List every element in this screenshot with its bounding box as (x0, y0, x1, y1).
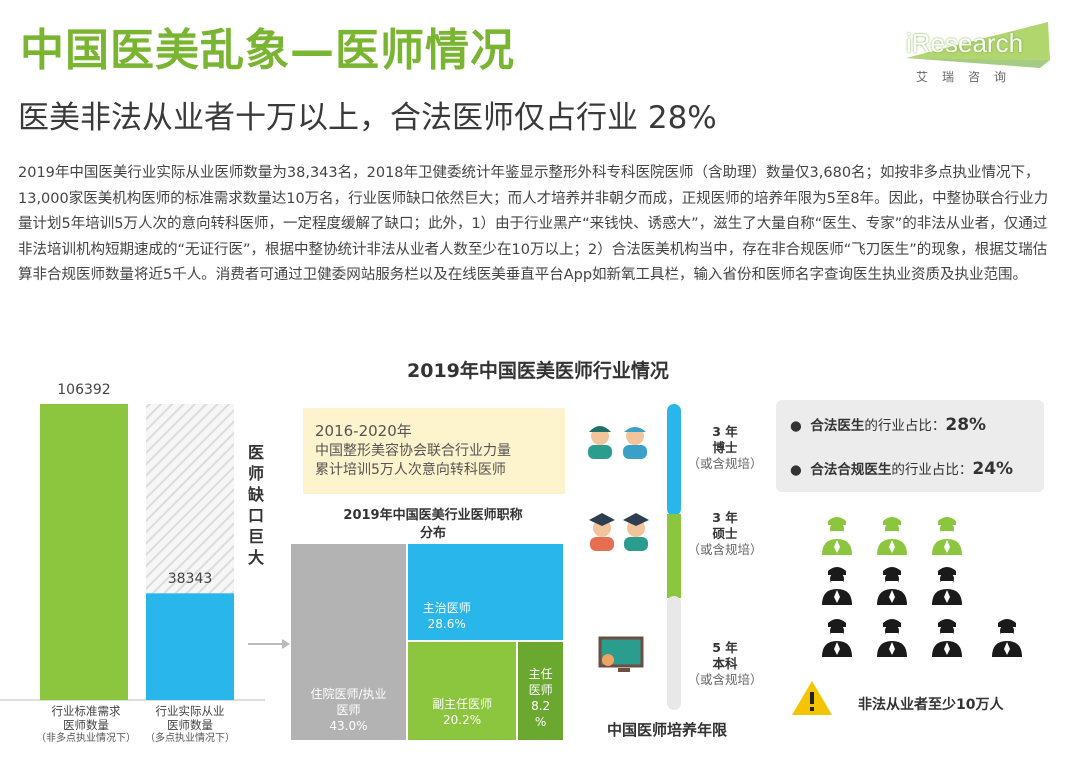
doctor-icon (932, 517, 962, 555)
bar-chart: 106392 38343 行业标准需求医师数量 （非多点执业情况下） 行业实际从… (0, 360, 300, 759)
stage-bachelor-label: 5 年 本科 （或含规培） (680, 640, 770, 688)
page-title: 中国医美乱象—医师情况 (20, 25, 515, 76)
bullet-dot-icon: ● (790, 418, 811, 434)
doctor-pictogram (822, 517, 1022, 657)
doctor-icon (877, 517, 907, 555)
treemap-cell-label: 主治医师 28.6% (422, 601, 471, 631)
stat-suffix: 的行业占比： (864, 418, 946, 434)
warning-icon (792, 681, 832, 715)
treemap: 住院医师/执业医师 43.0% 主治医师 28.6% 副主任医师 20.2% 主任 医师 8.2… (291, 544, 563, 740)
logo-cn: 艾瑞咨询 (916, 70, 1021, 84)
arrow-right-icon (248, 639, 290, 649)
stage-degree: 本科 (712, 656, 738, 671)
stage-phd-label: 3 年 博士 （或含规培） (680, 424, 770, 472)
treemap-cell-label: 副主任医师 20.2% (432, 696, 493, 727)
stage-years: 3 年 (712, 510, 738, 525)
stage-note: （或含规培） (687, 456, 763, 471)
treemap-cell-label: 住院医师/执业医师 43.0% (310, 687, 387, 733)
treemap-cell: 住院医师/执业医师 43.0% (291, 544, 406, 740)
timeline-segment-master (667, 514, 681, 598)
bar-category-text: 行业标准需求医师数量 (51, 704, 121, 732)
treemap-cell: 副主任医师 20.2% (407, 642, 517, 740)
illegal-practitioner-warning: 非法从业者至少10万人 (858, 697, 1004, 713)
iresearch-logo (900, 14, 1058, 90)
doctor-icon (877, 567, 907, 605)
callout-text: 中国整形美容协会联合行业力量 累计培训5万人次意向转科医师 (315, 442, 511, 480)
stat-value: 28% (945, 415, 987, 435)
bar (40, 404, 128, 700)
stat-label: 合法医生 (810, 418, 865, 434)
description-paragraph: 2019年中国医美行业实际从业医师数量为38,343名，2018年卫健委统计年鉴… (18, 165, 1049, 283)
bar-category-label: 行业实际从业医师数量 （多点执业情况下） (136, 704, 244, 746)
doctor-icon (992, 619, 1022, 657)
doctor-icon (932, 619, 962, 657)
doctor-icon (822, 567, 852, 605)
doctor-icon (877, 619, 907, 657)
bar-category-note: （非多点执业情况下） (36, 733, 136, 744)
doctor-pair-icon (588, 426, 647, 459)
timeline-segment-phd (667, 404, 681, 516)
stat-label: 合法合规医生 (810, 462, 892, 478)
doctor-icon (932, 567, 962, 605)
education-timeline: 3 年 博士 （或含规培） 3 年 硕士 （或含规培） 5 年 本科 （或含规培… (580, 398, 770, 718)
stage-degree: 硕士 (712, 526, 738, 541)
timeline-segment-bachelor (667, 596, 681, 710)
timeline-title: 中国医师培养年限 (607, 721, 728, 739)
page-subtitle: 医美非法从业者十万以上，合法医师仅占行业 28% (18, 100, 717, 136)
timeline-svg (588, 404, 681, 710)
callout-heading: 2016-2020年 (315, 422, 412, 440)
bar-category-note: （多点执业情况下） (145, 733, 235, 744)
bar-category-label: 行业标准需求医师数量 （非多点执业情况下） (30, 704, 142, 746)
bar (146, 593, 234, 700)
treemap-cell: 主治医师 28.6% (407, 544, 563, 641)
graduate-pair-icon (589, 513, 649, 551)
stage-degree: 博士 (712, 440, 738, 455)
doctor-icon (822, 517, 852, 555)
stage-note: （或含规培） (687, 542, 763, 557)
stat-suffix: 的行业占比： (891, 462, 973, 478)
doctor-icon (822, 619, 852, 657)
stage-years: 5 年 (712, 640, 738, 655)
treemap-cell: 主任 医师 8.2% (518, 642, 563, 740)
ratio-info-box: ● 合法医生的行业占比：28% ● 合法合规医生的行业占比：24% (776, 400, 1044, 492)
training-callout: 2016-2020年 中国整形美容协会联合行业力量 累计培训5万人次意向转科医师 (303, 408, 565, 494)
bar-gap-hatch (146, 404, 234, 594)
logo-text: iResearch (906, 28, 1024, 58)
treemap-title: 2019年中国医美行业医师职称分布 (343, 508, 523, 541)
bar-value-label: 106392 (57, 382, 111, 398)
compliant-doctor-ratio: ● 合法合规医生的行业占比：24% (790, 458, 1013, 479)
stat-value: 24% (972, 459, 1014, 479)
chart-title: 2019年中国医美医师行业情况 (407, 360, 669, 382)
stage-master-label: 3 年 硕士 （或含规培） (680, 510, 770, 558)
logo-mark-icon (906, 22, 1050, 68)
classroom-board-icon (598, 636, 644, 672)
gap-label: 医师缺口巨大 (247, 443, 264, 567)
callout-line: 累计培训5万人次意向转科医师 (315, 462, 506, 478)
bar-category-text: 行业实际从业医师数量 (155, 704, 225, 732)
treemap-cell-label: 主任 医师 8.2% (528, 667, 553, 730)
bar-chart-svg (0, 404, 265, 701)
callout-line: 中国整形美容协会联合行业力量 (315, 443, 511, 459)
stage-years: 3 年 (712, 424, 738, 439)
legal-doctor-ratio: ● 合法医生的行业占比：28% (790, 414, 986, 435)
bar-value-label: 38343 (167, 571, 213, 588)
stage-note: （或含规培） (687, 672, 763, 687)
bullet-dot-icon: ● (790, 462, 811, 478)
